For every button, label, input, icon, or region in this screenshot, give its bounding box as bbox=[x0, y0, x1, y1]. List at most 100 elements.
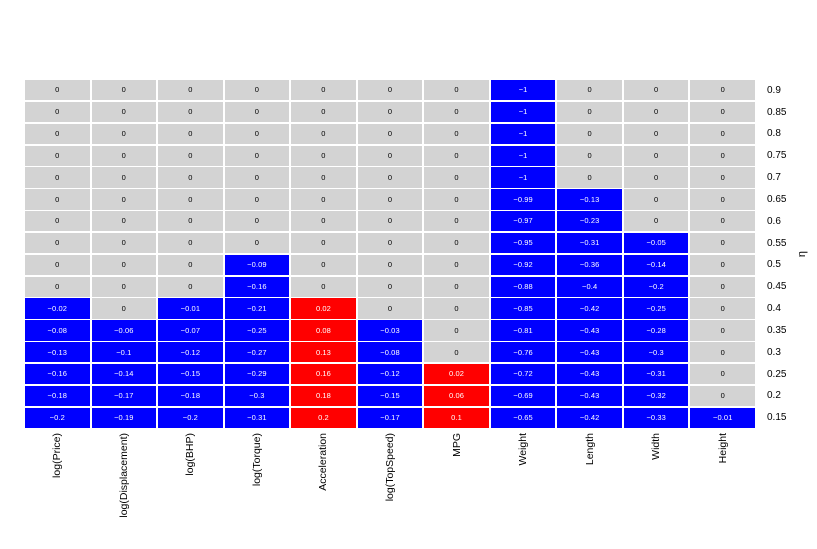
heatmap-cell: −0.25 bbox=[224, 320, 290, 341]
heatmap-cell: −0.16 bbox=[224, 276, 290, 297]
heatmap-cell: −0.12 bbox=[158, 342, 223, 363]
heatmap-cell: 0 bbox=[357, 167, 423, 188]
heatmap-cell: 0 bbox=[91, 189, 157, 210]
heatmap-cell: −1 bbox=[490, 145, 556, 166]
heatmap-cell: 0 bbox=[690, 232, 755, 254]
y-tick-label: 0.65 bbox=[767, 193, 787, 205]
heatmap-cell: −0.17 bbox=[357, 407, 423, 428]
heatmap-cell: 0 bbox=[158, 211, 223, 232]
heatmap-cell: −0.13 bbox=[25, 342, 90, 363]
heatmap-cell: −0.42 bbox=[557, 407, 622, 428]
heatmap-cell: 0 bbox=[357, 189, 423, 210]
heatmap-cell: −0.02 bbox=[25, 298, 90, 319]
heatmap-cell: 0 bbox=[357, 298, 423, 319]
heatmap-cell: −0.08 bbox=[357, 342, 423, 363]
heatmap-cell: 0 bbox=[25, 189, 90, 210]
x-axis-label: log(Price) bbox=[25, 433, 90, 545]
heatmap-cell: 0 bbox=[91, 80, 157, 101]
heatmap-cell: −0.03 bbox=[357, 320, 423, 341]
heatmap-cell: −0.21 bbox=[224, 298, 290, 319]
heatmap-cell: 0 bbox=[690, 80, 755, 101]
heatmap-cell: 0 bbox=[690, 320, 755, 341]
heatmap-cell: 0 bbox=[623, 145, 689, 166]
heatmap-cell: −0.72 bbox=[490, 363, 556, 385]
heatmap-cell: −0.2 bbox=[158, 407, 223, 428]
heatmap-cell: 0 bbox=[690, 254, 755, 276]
heatmap-cell: 0 bbox=[291, 232, 356, 254]
x-axis-labels: log(Price) log(Displacement) log(BHP) log(T… bbox=[25, 433, 755, 545]
heatmap-cell: 0 bbox=[424, 342, 489, 363]
heatmap-cell: 0 bbox=[25, 145, 90, 166]
heatmap-cell: 0 bbox=[690, 123, 755, 145]
heatmap-cell: −1 bbox=[490, 80, 556, 101]
heatmap-cell: 0 bbox=[91, 211, 157, 232]
heatmap-cell: −0.76 bbox=[490, 342, 556, 363]
x-axis-label-text: log(Price) bbox=[51, 433, 64, 478]
heatmap-cell: 0 bbox=[25, 276, 90, 297]
heatmap-cell: 0 bbox=[224, 123, 290, 145]
heatmap-cell: −0.99 bbox=[490, 189, 556, 210]
heatmap-cell: 0.2 bbox=[291, 407, 356, 428]
heatmap-cell: −0.18 bbox=[158, 385, 223, 407]
x-axis-label: log(Displacement) bbox=[92, 433, 157, 545]
heatmap-cell: 0 bbox=[25, 232, 90, 254]
heatmap-cell: 0 bbox=[690, 363, 755, 385]
heatmap-cell: 0 bbox=[291, 80, 356, 101]
heatmap-cell: 0 bbox=[623, 167, 689, 188]
heatmap-cell: 0 bbox=[25, 123, 90, 145]
heatmap-cell: 0 bbox=[424, 123, 489, 145]
heatmap-cell: 0 bbox=[557, 80, 622, 101]
heatmap-cell: −0.16 bbox=[25, 363, 90, 385]
heatmap-cell: 0 bbox=[424, 189, 489, 210]
heatmap-cell: 0 bbox=[690, 101, 755, 123]
heatmap-cell: 0.02 bbox=[424, 363, 489, 385]
heatmap-cell: −0.3 bbox=[224, 385, 290, 407]
heatmap-cell: 0 bbox=[91, 232, 157, 254]
heatmap-cell: 0 bbox=[357, 254, 423, 276]
heatmap-cell: 0 bbox=[224, 232, 290, 254]
heatmap-cell: −0.29 bbox=[224, 363, 290, 385]
heatmap-cell: 0 bbox=[623, 80, 689, 101]
x-axis-label-text: Length bbox=[583, 433, 596, 466]
heatmap-cell: 0 bbox=[291, 145, 356, 166]
heatmap-cell: 0 bbox=[25, 211, 90, 232]
heatmap-cell: −0.36 bbox=[557, 254, 622, 276]
heatmap-cell: −0.05 bbox=[623, 232, 689, 254]
x-axis-label-text: MPG bbox=[450, 433, 463, 457]
heatmap-cell: 0 bbox=[424, 80, 489, 101]
heatmap-cell: 0 bbox=[424, 254, 489, 276]
x-axis-label-text: Weight bbox=[517, 433, 530, 466]
heatmap-cell: 0 bbox=[158, 254, 223, 276]
heatmap-cell: −0.32 bbox=[623, 385, 689, 407]
heatmap-cell: 0 bbox=[424, 211, 489, 232]
heatmap-cell: −0.27 bbox=[224, 342, 290, 363]
heatmap-cell: −0.09 bbox=[224, 254, 290, 276]
x-axis-label: Acceleration bbox=[291, 433, 356, 545]
heatmap-cell: 0.08 bbox=[291, 320, 356, 341]
x-axis-label: Weight bbox=[491, 433, 556, 545]
y-tick-label: 0.15 bbox=[767, 412, 787, 424]
heatmap-cell: 0 bbox=[25, 101, 90, 123]
y-tick-label: 0.4 bbox=[767, 303, 781, 315]
heatmap-cell: 0 bbox=[357, 276, 423, 297]
heatmap-cell: 0 bbox=[158, 167, 223, 188]
heatmap-cell: 0 bbox=[557, 167, 622, 188]
heatmap-cell: 0 bbox=[158, 145, 223, 166]
x-axis-label-text: log(Displacement) bbox=[117, 433, 130, 518]
heatmap-cell: 0 bbox=[291, 167, 356, 188]
heatmap-cell: −1 bbox=[490, 101, 556, 123]
y-axis-tick-labels: 0.9 0.85 0.8 0.75 0.7 0.65 0.6 0.55 0.5 0.45 0.4 0.… bbox=[767, 80, 807, 428]
heatmap-cell: 0 bbox=[690, 145, 755, 166]
heatmap-cell: 0 bbox=[224, 101, 290, 123]
y-tick-label: 0.8 bbox=[767, 128, 781, 140]
heatmap-cell: −0.17 bbox=[91, 385, 157, 407]
heatmap-cell: −0.28 bbox=[623, 320, 689, 341]
heatmap-cell: −0.1 bbox=[91, 342, 157, 363]
heatmap-cell: −0.13 bbox=[557, 189, 622, 210]
y-tick-label: 0.6 bbox=[767, 215, 781, 227]
heatmap-cell: 0 bbox=[224, 211, 290, 232]
heatmap-cell: −0.07 bbox=[158, 320, 223, 341]
heatmap-cell: 0 bbox=[623, 123, 689, 145]
heatmap-cell: 0 bbox=[690, 298, 755, 319]
heatmap-cell: −0.43 bbox=[557, 385, 622, 407]
